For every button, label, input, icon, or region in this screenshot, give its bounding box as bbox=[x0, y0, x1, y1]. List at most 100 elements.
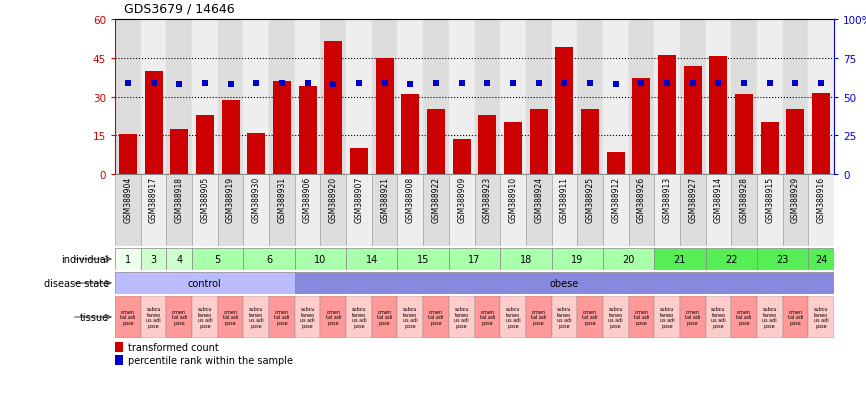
Text: omen
tal adi
pose: omen tal adi pose bbox=[582, 309, 598, 325]
Bar bbox=[243, 20, 269, 175]
Bar bbox=[397, 297, 423, 338]
Bar bbox=[603, 249, 654, 270]
Point bbox=[583, 80, 597, 87]
Text: GSM388907: GSM388907 bbox=[354, 177, 364, 223]
Text: 21: 21 bbox=[674, 254, 686, 264]
Bar bbox=[808, 249, 834, 270]
Text: subcu
taneo
us adi
pose: subcu taneo us adi pose bbox=[455, 306, 469, 328]
Bar bbox=[552, 249, 603, 270]
Text: subcu
taneo
us adi
pose: subcu taneo us adi pose bbox=[660, 306, 675, 328]
Bar bbox=[757, 249, 808, 270]
Bar bbox=[320, 297, 346, 338]
Bar bbox=[273, 82, 291, 175]
Text: 4: 4 bbox=[176, 254, 182, 264]
Bar bbox=[423, 175, 449, 247]
Bar bbox=[423, 20, 449, 175]
Bar bbox=[397, 20, 423, 175]
Text: GSM388917: GSM388917 bbox=[149, 177, 158, 223]
Text: 20: 20 bbox=[623, 254, 635, 264]
Bar bbox=[530, 110, 547, 175]
Bar bbox=[294, 297, 320, 338]
Text: 23: 23 bbox=[777, 254, 789, 264]
Text: subcu
taneo
us adi
pose: subcu taneo us adi pose bbox=[557, 306, 572, 328]
Point bbox=[352, 80, 365, 87]
Bar bbox=[145, 71, 163, 175]
Bar bbox=[269, 20, 294, 175]
Bar bbox=[192, 297, 217, 338]
Bar bbox=[115, 175, 140, 247]
Text: 24: 24 bbox=[815, 254, 827, 264]
Bar bbox=[453, 140, 470, 175]
Text: omen
tal adi
pose: omen tal adi pose bbox=[120, 309, 135, 325]
Text: GSM388905: GSM388905 bbox=[200, 177, 210, 223]
Point bbox=[429, 80, 443, 87]
Bar bbox=[397, 249, 449, 270]
Point bbox=[198, 80, 212, 87]
Point bbox=[121, 80, 135, 87]
Text: 1: 1 bbox=[125, 254, 131, 264]
Point bbox=[506, 80, 520, 87]
Bar bbox=[192, 20, 217, 175]
Bar bbox=[501, 249, 552, 270]
Bar bbox=[449, 20, 475, 175]
Bar bbox=[115, 297, 140, 338]
Text: transformed count: transformed count bbox=[128, 342, 219, 352]
Text: omen
tal adi
pose: omen tal adi pose bbox=[275, 309, 289, 325]
Text: 5: 5 bbox=[215, 254, 221, 264]
Bar bbox=[115, 356, 123, 366]
Bar bbox=[346, 20, 372, 175]
Bar bbox=[475, 175, 501, 247]
Bar bbox=[449, 175, 475, 247]
Text: GSM388913: GSM388913 bbox=[662, 177, 672, 223]
Text: subcu
taneo
us adi
pose: subcu taneo us adi pose bbox=[403, 306, 417, 328]
Text: GSM388919: GSM388919 bbox=[226, 177, 235, 223]
Text: subcu
taneo
us adi
pose: subcu taneo us adi pose bbox=[814, 306, 829, 328]
Bar bbox=[294, 20, 320, 175]
Text: GSM388911: GSM388911 bbox=[560, 177, 569, 223]
Bar bbox=[196, 115, 214, 175]
Text: 19: 19 bbox=[571, 254, 584, 264]
Text: 6: 6 bbox=[266, 254, 272, 264]
Point bbox=[172, 82, 186, 88]
Bar bbox=[706, 175, 731, 247]
Bar bbox=[217, 20, 243, 175]
Bar bbox=[632, 79, 650, 175]
Point bbox=[223, 82, 237, 88]
Text: control: control bbox=[188, 278, 222, 288]
Bar bbox=[603, 175, 629, 247]
Bar bbox=[629, 20, 654, 175]
Bar bbox=[654, 175, 680, 247]
Bar bbox=[171, 130, 188, 175]
Bar bbox=[629, 175, 654, 247]
Text: GSM388908: GSM388908 bbox=[406, 177, 415, 223]
Bar bbox=[299, 87, 317, 175]
Text: 22: 22 bbox=[725, 254, 738, 264]
Bar bbox=[427, 110, 445, 175]
Bar bbox=[526, 175, 552, 247]
Text: GSM388915: GSM388915 bbox=[766, 177, 774, 223]
Text: subcu
taneo
us adi
pose: subcu taneo us adi pose bbox=[609, 306, 623, 328]
Point bbox=[146, 80, 160, 87]
Point bbox=[275, 80, 289, 87]
Bar bbox=[372, 297, 397, 338]
Bar bbox=[449, 297, 475, 338]
Bar bbox=[501, 297, 526, 338]
Text: subcu
taneo
us adi
pose: subcu taneo us adi pose bbox=[762, 306, 777, 328]
Bar bbox=[706, 20, 731, 175]
Text: GSM388926: GSM388926 bbox=[637, 177, 646, 223]
Bar bbox=[629, 297, 654, 338]
Bar bbox=[269, 297, 294, 338]
Bar bbox=[478, 115, 496, 175]
Bar bbox=[808, 175, 834, 247]
Bar bbox=[372, 175, 397, 247]
Bar bbox=[140, 249, 166, 270]
Text: GSM388910: GSM388910 bbox=[508, 177, 518, 223]
Text: GSM388912: GSM388912 bbox=[611, 177, 620, 223]
Point bbox=[558, 80, 572, 87]
Bar bbox=[761, 123, 779, 175]
Bar bbox=[808, 297, 834, 338]
Text: 10: 10 bbox=[314, 254, 326, 264]
Text: omen
tal adi
pose: omen tal adi pose bbox=[685, 309, 701, 325]
Text: omen
tal adi
pose: omen tal adi pose bbox=[326, 309, 341, 325]
Text: GSM388906: GSM388906 bbox=[303, 177, 312, 223]
